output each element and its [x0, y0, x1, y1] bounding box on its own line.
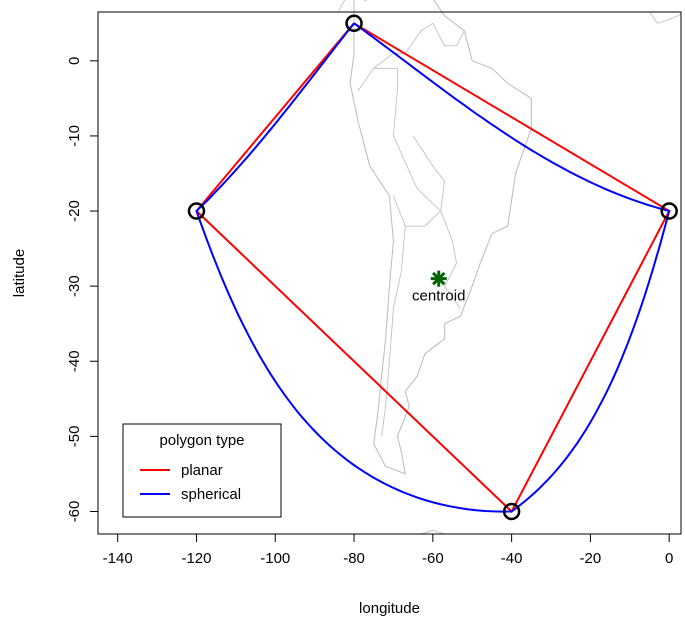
centroid-marker-stroke [432, 271, 446, 286]
country-border [412, 135, 446, 212]
vertex-point [187, 202, 206, 220]
x-axis: -140 -120 -100 -80 -60 -40 -20 0 [103, 533, 673, 567]
x-tick-label: -100 [260, 550, 290, 567]
y-tick-label: -50 [66, 426, 83, 448]
country-border [404, 22, 465, 54]
y-axis-label: latitude [11, 249, 28, 297]
vertex-point [502, 502, 521, 521]
x-tick-label: -60 [422, 550, 444, 567]
x-tick-label: 0 [665, 550, 673, 567]
centroid-layer: centroid [412, 270, 465, 305]
x-tick-label: -120 [181, 550, 211, 567]
vertex-point [660, 202, 678, 220]
legend-entry-label: planar [181, 462, 223, 479]
centroid-marker [430, 270, 447, 287]
centroid-label: centroid [412, 288, 465, 305]
y-tick-label: -30 [66, 275, 83, 297]
vertex-point [345, 14, 363, 33]
legend-entry-label: spherical [181, 486, 241, 503]
antarctica-outline [420, 529, 445, 535]
vertex-layer [187, 14, 678, 521]
central-america-outline [337, 0, 346, 13]
country-border [381, 195, 406, 437]
y-tick-label: -20 [66, 200, 83, 222]
country-border [373, 67, 441, 212]
polygon-line-spherical [195, 22, 671, 513]
country-border [357, 52, 406, 92]
series-layer [195, 22, 671, 514]
africa-outline [649, 11, 682, 24]
x-tick-label: -140 [103, 550, 133, 567]
basemap [337, 0, 682, 535]
country-border [405, 210, 461, 309]
y-axis: 0 -10 -20 -30 -40 -50 -60 [66, 57, 99, 523]
y-tick-label: -60 [66, 501, 83, 523]
y-tick-label: 0 [66, 57, 83, 65]
legend-title: polygon type [159, 432, 244, 449]
y-tick-label: -10 [66, 125, 83, 147]
x-tick-label: -40 [501, 550, 523, 567]
x-tick-label: -20 [580, 550, 602, 567]
legend: polygon type planar spherical [122, 423, 282, 518]
y-tick-label: -40 [66, 350, 83, 372]
x-tick-label: -80 [343, 550, 365, 567]
south-america-outline [349, 0, 532, 475]
x-axis-label: longitude [359, 600, 420, 617]
